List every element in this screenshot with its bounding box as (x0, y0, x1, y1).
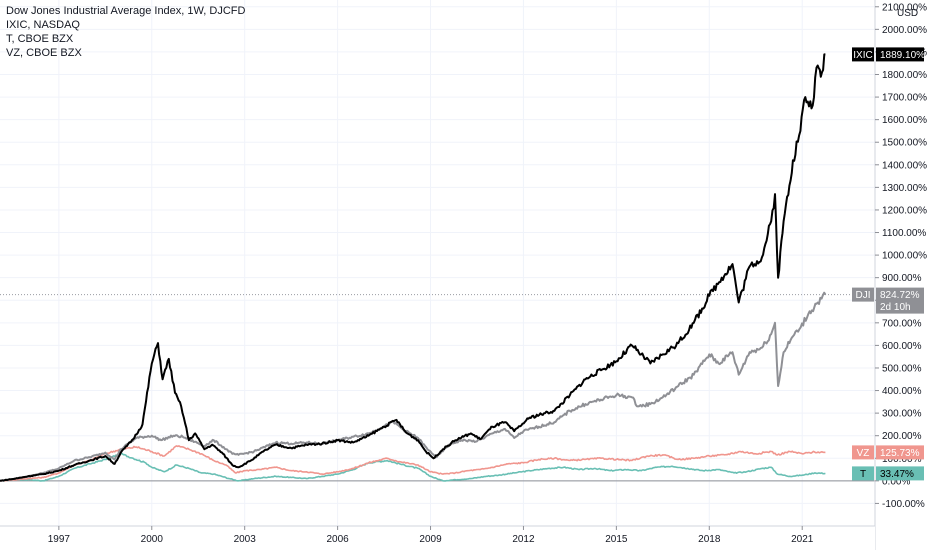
y-tick-label: 2100.00% (882, 2, 927, 13)
series-line-dji (0, 291, 827, 482)
x-tick-label: 2003 (234, 534, 257, 545)
y-tick-label: 1200.00% (882, 205, 927, 216)
tag-name-vz: VZ (857, 448, 870, 459)
x-tick-label: 2018 (698, 534, 721, 545)
y-tick-label: 200.00% (882, 431, 922, 442)
tag-value-ixic: 1889.10% (880, 50, 925, 61)
y-tick-label: -100.00% (882, 499, 925, 510)
y-tick-label: 1600.00% (882, 115, 927, 126)
x-tick-label: 2012 (512, 534, 535, 545)
x-tick-label: 2009 (419, 534, 442, 545)
y-tick-label: 500.00% (882, 363, 922, 374)
y-tick-label: 400.00% (882, 386, 922, 397)
y-tick-label: 2000.00% (882, 25, 927, 36)
series-line-vz (0, 445, 826, 482)
y-tick-label: 1800.00% (882, 70, 927, 81)
tag-name-bg-t (852, 466, 874, 481)
y-tick-label: 1300.00% (882, 183, 927, 194)
tag-name-bg-vz (852, 445, 874, 460)
y-tick-label: 600.00% (882, 341, 922, 352)
y-tick-label: 1500.00% (882, 138, 927, 149)
chart-legend: Dow Jones Industrial Average Index, 1W, … (6, 4, 245, 60)
legend-vz[interactable]: VZ, CBOE BZX (6, 47, 82, 59)
tag-name-bg-ixic (852, 47, 874, 62)
main-title[interactable]: Dow Jones Industrial Average Index, 1W, … (6, 5, 246, 17)
tag-value-vz: 125.73% (880, 448, 920, 459)
x-tick-label: 2015 (605, 534, 628, 545)
legend-ixic[interactable]: IXIC, NASDAQ (6, 19, 80, 31)
tag-value-t: 33.47% (880, 469, 914, 480)
y-tick-label: 300.00% (882, 409, 922, 420)
tag-name-t: T (860, 469, 866, 480)
tag-value-bg-t (876, 466, 924, 481)
x-axis: 1997 2000 2003 2006 2009 2012 2015 2018 2021 (48, 526, 814, 545)
y-axis: 2100.00%2000.00%1900.00%1800.00%1700.00%… (875, 2, 927, 510)
x-tick-label: 1997 (48, 534, 71, 545)
value-tags: IXIC 1889.10% DJI 824.72%2d 10h VZ 125.73% T 33… (852, 47, 925, 481)
tag-name-bg-dji (852, 287, 874, 302)
y-tick-label: 1400.00% (882, 160, 927, 171)
y-tick-label: 1700.00% (882, 93, 927, 104)
y-tick-label: 1000.00% (882, 251, 927, 262)
series-line-t (0, 452, 826, 482)
tag-sub-dji: 2d 10h (880, 302, 911, 313)
tag-value-bg-vz (876, 445, 924, 460)
x-tick-label: 2006 (326, 534, 349, 545)
y-tick-label: 900.00% (882, 273, 922, 284)
y-tick-label: 0.00% (882, 476, 910, 487)
tag-value-bg-ixic (876, 47, 924, 62)
y-tick-label: 1100.00% (882, 228, 926, 239)
y-tick-label: 700.00% (882, 318, 922, 329)
currency-label: USD (897, 8, 918, 19)
tag-name-ixic: IXIC (853, 50, 872, 61)
series-lines (0, 53, 827, 482)
series-line-ixic (0, 53, 826, 482)
tag-value-dji: 824.72% (880, 290, 920, 301)
tag-name-dji: DJI (856, 290, 871, 301)
gridlines (0, 0, 875, 526)
time-axis-panel (0, 526, 875, 550)
tag-value-bg-dji (876, 287, 924, 314)
legend-t[interactable]: T, CBOE BZX (6, 33, 74, 45)
x-tick-label: 2021 (791, 534, 814, 545)
x-tick-label: 2000 (141, 534, 164, 545)
